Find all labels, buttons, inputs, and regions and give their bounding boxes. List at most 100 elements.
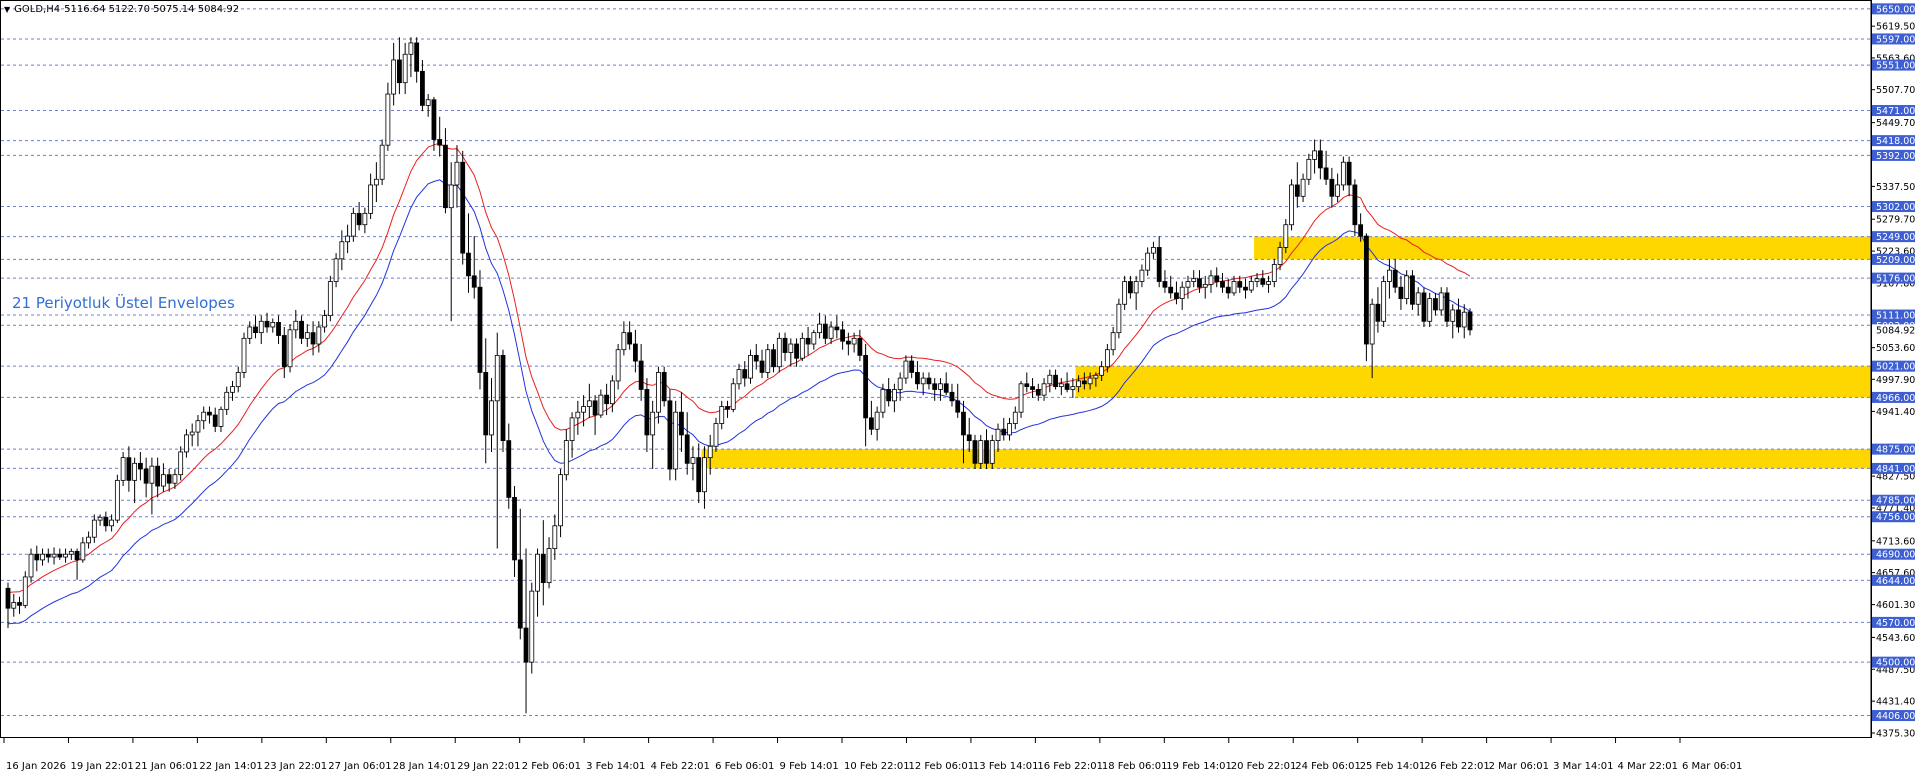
candle[interactable] bbox=[454, 145, 460, 208]
candle[interactable] bbox=[673, 400, 679, 481]
candle[interactable] bbox=[1323, 150, 1329, 185]
candle[interactable] bbox=[316, 321, 322, 353]
candle[interactable] bbox=[166, 469, 172, 492]
candle[interactable] bbox=[926, 372, 932, 390]
candle[interactable] bbox=[949, 383, 955, 407]
candle[interactable] bbox=[702, 446, 707, 509]
candle[interactable] bbox=[235, 366, 241, 393]
candle[interactable] bbox=[834, 315, 840, 339]
candle[interactable] bbox=[80, 537, 86, 563]
candle[interactable] bbox=[1369, 298, 1375, 379]
candle[interactable] bbox=[696, 443, 702, 504]
candle[interactable] bbox=[874, 406, 880, 441]
candle[interactable] bbox=[558, 469, 563, 538]
candle[interactable] bbox=[506, 423, 512, 509]
candle[interactable] bbox=[632, 329, 638, 373]
candle[interactable] bbox=[1381, 275, 1387, 327]
candle[interactable] bbox=[1076, 375, 1081, 393]
candle[interactable] bbox=[304, 324, 310, 347]
candle[interactable] bbox=[868, 400, 874, 435]
candle[interactable] bbox=[1133, 275, 1139, 310]
candle[interactable] bbox=[241, 332, 247, 379]
candle[interactable] bbox=[1156, 236, 1162, 288]
candle[interactable] bbox=[1087, 372, 1093, 390]
candle[interactable] bbox=[114, 474, 120, 523]
candle[interactable] bbox=[500, 349, 506, 452]
candle[interactable] bbox=[817, 312, 822, 339]
candle[interactable] bbox=[253, 315, 258, 339]
candle[interactable] bbox=[1007, 417, 1012, 441]
candle[interactable] bbox=[310, 321, 316, 356]
candle[interactable] bbox=[402, 42, 408, 95]
candle[interactable] bbox=[776, 332, 782, 373]
candle[interactable] bbox=[1300, 173, 1306, 202]
candle[interactable] bbox=[477, 270, 483, 390]
candle[interactable] bbox=[1064, 372, 1070, 393]
candle[interactable] bbox=[57, 548, 63, 560]
candle[interactable] bbox=[1352, 179, 1358, 237]
candle[interactable] bbox=[782, 332, 788, 362]
candle[interactable] bbox=[1047, 369, 1053, 393]
candle[interactable] bbox=[748, 349, 753, 384]
candle[interactable] bbox=[333, 253, 339, 288]
zone-1[interactable] bbox=[1075, 366, 1871, 398]
candle[interactable] bbox=[799, 332, 805, 362]
candle[interactable] bbox=[103, 511, 109, 532]
candle[interactable] bbox=[86, 531, 91, 549]
candle[interactable] bbox=[1363, 233, 1369, 362]
candle[interactable] bbox=[1392, 258, 1398, 293]
candle[interactable] bbox=[339, 230, 345, 271]
candle[interactable] bbox=[1260, 270, 1266, 288]
candle[interactable] bbox=[91, 514, 97, 543]
candle[interactable] bbox=[719, 400, 725, 430]
candle[interactable] bbox=[903, 355, 909, 384]
candle[interactable] bbox=[1398, 275, 1404, 310]
candle[interactable] bbox=[730, 378, 736, 413]
candle[interactable] bbox=[22, 571, 28, 609]
candle[interactable] bbox=[1237, 275, 1243, 293]
candle[interactable] bbox=[1427, 292, 1433, 327]
candle[interactable] bbox=[897, 372, 903, 401]
candle[interactable] bbox=[397, 37, 402, 95]
candle[interactable] bbox=[1329, 167, 1335, 208]
candle[interactable] bbox=[1306, 153, 1312, 185]
candle[interactable] bbox=[736, 363, 742, 390]
candle[interactable] bbox=[1346, 156, 1352, 197]
candle[interactable] bbox=[765, 344, 771, 379]
candle[interactable] bbox=[984, 429, 989, 470]
candle[interactable] bbox=[1081, 372, 1087, 390]
candle[interactable] bbox=[575, 400, 581, 435]
candle[interactable] bbox=[805, 326, 811, 356]
candle[interactable] bbox=[581, 395, 586, 427]
candle[interactable] bbox=[212, 407, 218, 433]
candle[interactable] bbox=[1438, 287, 1444, 316]
candle[interactable] bbox=[143, 457, 149, 498]
candle[interactable] bbox=[51, 547, 57, 565]
candle[interactable] bbox=[483, 338, 489, 464]
candle[interactable] bbox=[707, 434, 713, 475]
candle[interactable] bbox=[471, 236, 477, 299]
candle[interactable] bbox=[1208, 270, 1214, 293]
candle[interactable] bbox=[943, 372, 949, 396]
candle[interactable] bbox=[1456, 298, 1461, 333]
candle[interactable] bbox=[1058, 378, 1064, 396]
candle[interactable] bbox=[938, 378, 943, 401]
candle[interactable] bbox=[68, 548, 74, 560]
candle[interactable] bbox=[466, 213, 471, 293]
candle[interactable] bbox=[1358, 213, 1364, 242]
candle[interactable] bbox=[684, 412, 690, 475]
candle[interactable] bbox=[1231, 275, 1237, 296]
candle[interactable] bbox=[448, 162, 454, 322]
candle[interactable] bbox=[287, 324, 293, 373]
candle[interactable] bbox=[529, 582, 535, 674]
candle[interactable] bbox=[1283, 219, 1289, 254]
candle[interactable] bbox=[356, 201, 362, 231]
candle[interactable] bbox=[299, 315, 304, 345]
candle[interactable] bbox=[1030, 378, 1035, 398]
collapse-arrow-icon[interactable]: ▼ bbox=[4, 5, 11, 14]
candle[interactable] bbox=[1340, 156, 1346, 191]
candle[interactable] bbox=[172, 469, 178, 489]
candle[interactable] bbox=[961, 400, 966, 464]
candle[interactable] bbox=[1225, 278, 1231, 299]
